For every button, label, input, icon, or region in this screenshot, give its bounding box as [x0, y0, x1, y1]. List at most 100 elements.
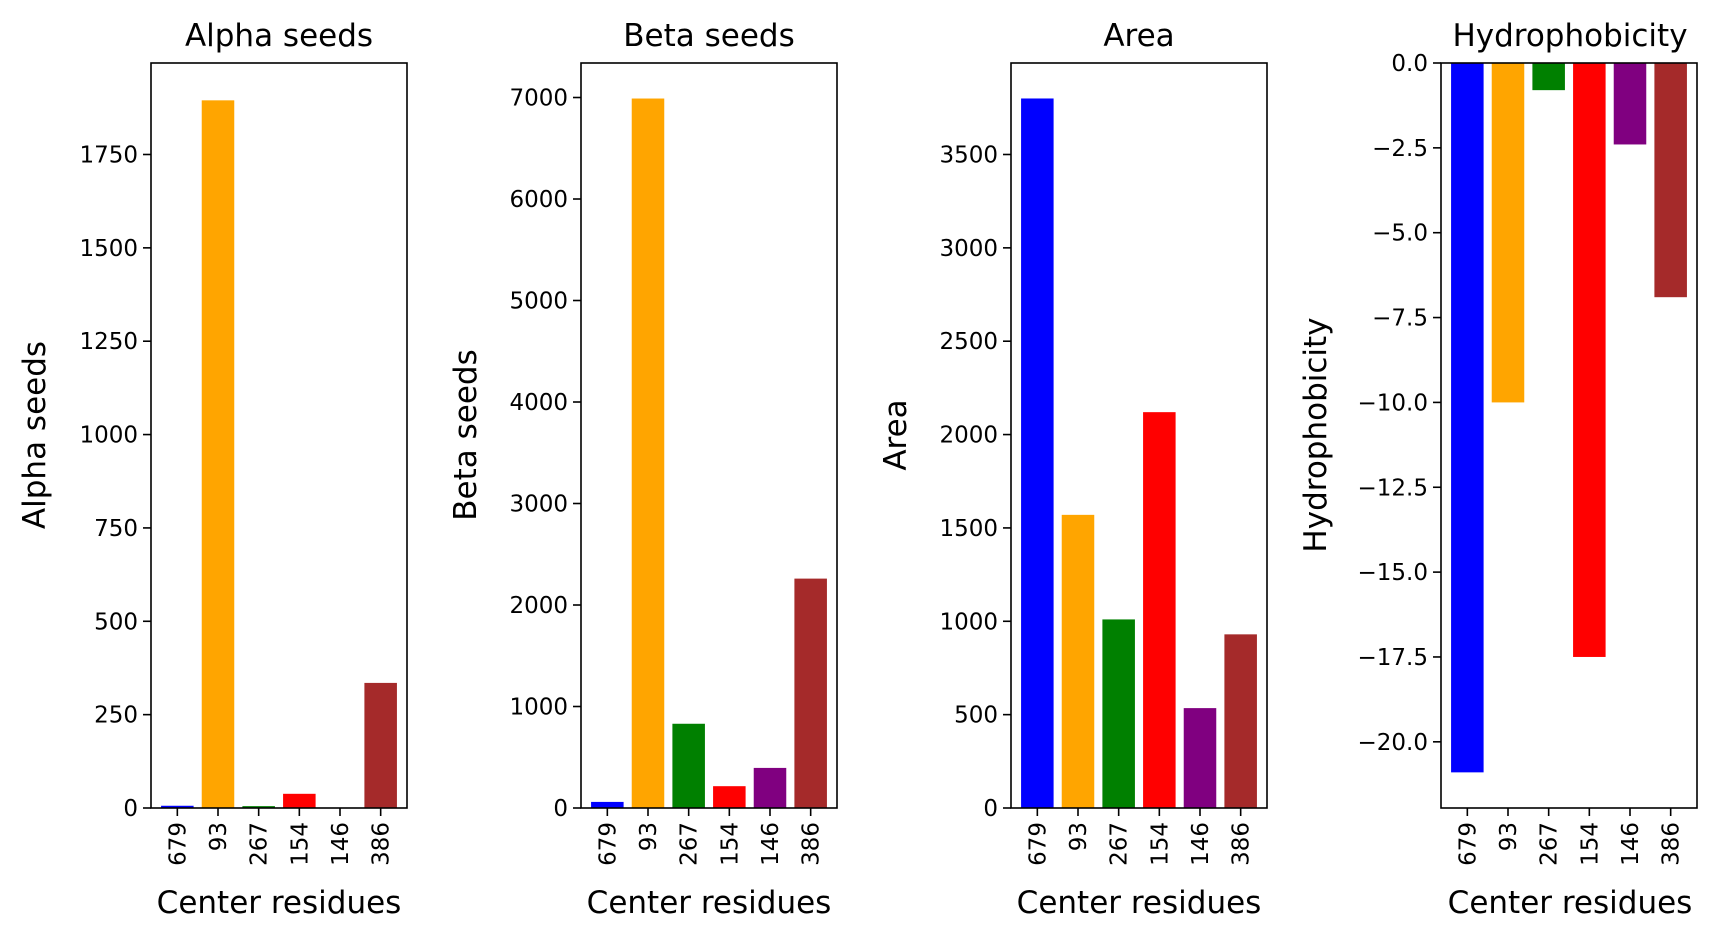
x-tick-label: 146: [328, 822, 354, 866]
x-axis-label: Center residues: [1017, 885, 1262, 921]
bar-154: [283, 793, 316, 808]
bar-386: [364, 682, 397, 808]
y-axis-label: Beta seeds: [448, 349, 484, 520]
x-tick-label: 679: [1455, 822, 1481, 866]
bar-679: [1451, 63, 1484, 773]
x-tick-label: 146: [758, 822, 784, 866]
x-tick-label: 146: [1618, 822, 1644, 866]
bar-93: [631, 98, 665, 808]
x-tick-label: 386: [1229, 822, 1255, 866]
bar-267: [1102, 619, 1135, 808]
y-tick-label: −20.0: [1358, 730, 1428, 756]
x-tick-label: 267: [1537, 822, 1563, 866]
y-tick-label: −5.0: [1372, 221, 1428, 247]
x-tick-label: 93: [1066, 822, 1092, 851]
bar-267: [242, 806, 275, 808]
y-tick-label: 1750: [79, 142, 138, 168]
axis-ticks: 679 93 267 154 146 386 0 500 1000 1500 2000 2500 300…: [939, 142, 1254, 865]
y-tick-label: −17.5: [1358, 645, 1428, 671]
bar-267: [672, 723, 705, 808]
y-tick-label: 0.0: [1391, 51, 1428, 77]
y-tick-label: 1500: [939, 516, 998, 542]
plot-frame: [1440, 62, 1698, 809]
bar-146: [1613, 63, 1647, 145]
y-tick-label: 4000: [509, 390, 568, 416]
y-tick-label: −7.5: [1372, 306, 1428, 332]
y-axis-label: Alpha seeds: [17, 341, 53, 529]
x-tick-label: 267: [1107, 822, 1133, 866]
bar-386: [1224, 634, 1257, 808]
bar-679: [161, 805, 194, 808]
x-tick-label: 679: [1025, 822, 1051, 866]
y-axis-label: Area: [878, 399, 914, 470]
y-tick-label: 750: [94, 516, 138, 542]
x-tick-label: 386: [369, 822, 395, 866]
chart-panel-hydrophobicity: Hydrophobicity Hydrophobicity Center res…: [1298, 18, 1698, 921]
y-tick-label: 6000: [509, 187, 568, 213]
y-tick-label: 1000: [509, 695, 568, 721]
y-tick-label: 1000: [79, 423, 138, 449]
chart-panel-alpha-seeds: Alpha seeds Alpha seeds Center residues …: [17, 18, 408, 921]
x-tick-label: 154: [717, 822, 743, 866]
plot-frame: [1010, 62, 1268, 809]
bar-series: [161, 100, 397, 809]
bar-679: [1021, 98, 1054, 809]
x-tick-label: 267: [677, 822, 703, 866]
y-tick-label: 1250: [79, 329, 138, 355]
y-tick-label: −12.5: [1358, 475, 1428, 501]
y-tick-label: 250: [94, 703, 138, 729]
panel-title: Area: [1103, 18, 1174, 54]
bar-386: [1654, 63, 1687, 298]
y-tick-label: 5000: [509, 289, 568, 315]
bar-386: [794, 578, 827, 808]
bar-146: [753, 767, 787, 808]
y-tick-label: 3000: [939, 236, 998, 262]
bar-series: [1451, 63, 1687, 773]
y-axis-label: Hydrophobicity: [1298, 317, 1334, 552]
bar-679: [591, 801, 624, 808]
plot-frame: [580, 62, 838, 809]
y-tick-label: −10.0: [1358, 390, 1428, 416]
panel-title: Hydrophobicity: [1452, 18, 1687, 54]
x-tick-label: 146: [1188, 822, 1214, 866]
y-tick-label: 500: [954, 703, 998, 729]
y-tick-label: 2000: [509, 593, 568, 619]
bar-154: [1143, 412, 1176, 808]
plot-frame: [150, 62, 408, 809]
x-tick-label: 679: [595, 822, 621, 866]
y-tick-label: −15.0: [1358, 560, 1428, 586]
panel-title: Beta seeds: [623, 18, 794, 54]
bar-154: [713, 786, 746, 808]
y-tick-label: 0: [123, 796, 138, 822]
axis-ticks: 679 93 267 154 146 386 0 1000 2000 3000 4000 5000 60…: [509, 86, 824, 866]
x-tick-label: 154: [1147, 822, 1173, 866]
bar-series: [1021, 98, 1257, 809]
y-tick-label: 2000: [939, 423, 998, 449]
x-tick-label: 386: [1659, 822, 1685, 866]
x-axis-label: Center residues: [1448, 885, 1693, 921]
y-tick-label: 1500: [79, 236, 138, 262]
y-tick-label: 3500: [939, 142, 998, 168]
axis-ticks: 679 93 267 154 146 386 0.0 −2.5 −5.0 −7.5 −10.0 −12…: [1358, 51, 1685, 866]
bar-267: [1532, 63, 1565, 91]
x-axis-label: Center residues: [587, 885, 832, 921]
panel-title: Alpha seeds: [185, 18, 373, 54]
x-tick-label: 93: [1496, 822, 1522, 851]
x-tick-label: 679: [165, 822, 191, 866]
y-tick-label: 7000: [509, 86, 568, 112]
chart-panel-beta-seeds: Beta seeds Beta seeds Center residues 67…: [448, 18, 838, 921]
x-tick-label: 267: [247, 822, 273, 866]
x-tick-label: 93: [636, 822, 662, 851]
bar-93: [1061, 514, 1095, 808]
y-tick-label: 2500: [939, 329, 998, 355]
bar-154: [1573, 63, 1606, 657]
y-tick-label: 3000: [509, 492, 568, 518]
y-tick-label: 0: [983, 796, 998, 822]
axis-ticks: 679 93 267 154 146 386 0 250 500 750 1000 1250 1500 1…: [79, 142, 394, 865]
x-tick-label: 93: [206, 822, 232, 851]
y-tick-label: 500: [94, 609, 138, 635]
x-tick-label: 386: [799, 822, 825, 866]
bar-93: [201, 100, 235, 809]
